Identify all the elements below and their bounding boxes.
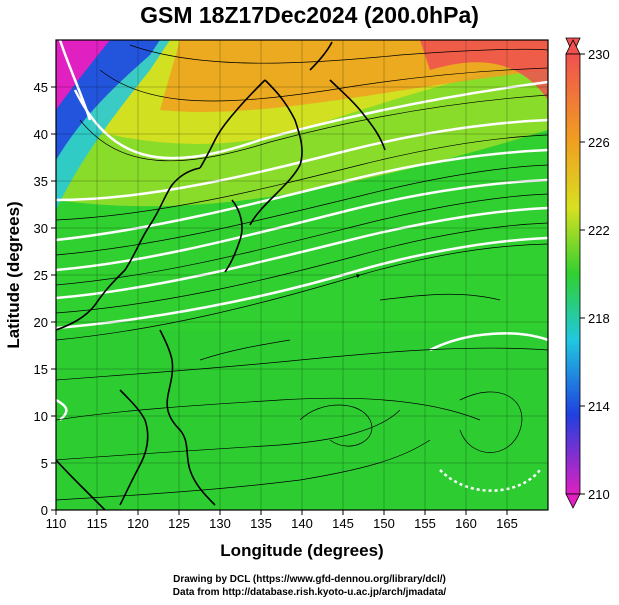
y-tick-label: 40 <box>34 127 48 142</box>
y-axis: 0 5 10 15 20 25 30 35 40 45 <box>34 80 56 518</box>
y-tick-label: 15 <box>34 362 48 377</box>
x-tick-label: 135 <box>250 516 272 531</box>
x-tick-label: 140 <box>291 516 313 531</box>
colorbar: 230 226 222 218 214 210 <box>565 37 610 509</box>
colorbar-tick-label: 210 <box>588 487 610 502</box>
coastlines <box>56 41 386 510</box>
colorbar-bottom-triangle <box>565 493 581 509</box>
y-tick-label: 10 <box>34 409 48 424</box>
plot-area <box>56 40 548 510</box>
y-tick-label: 25 <box>34 268 48 283</box>
y-tick-label: 30 <box>34 221 48 236</box>
map-grid <box>56 40 548 510</box>
y-tick-label: 20 <box>34 315 48 330</box>
y-tick-label: 5 <box>41 456 48 471</box>
chart-title: GSM 18Z17Dec2024 (200.0hPa) <box>140 2 479 28</box>
credit-data: Data from http://database.rish.kyoto-u.a… <box>172 587 447 598</box>
colorbar-tick-label: 230 <box>588 47 610 62</box>
x-axis: 110 115 120 125 130 135 140 145 150 155 160 165 <box>46 510 518 531</box>
x-tick-label: 145 <box>332 516 354 531</box>
x-tick-label: 155 <box>414 516 436 531</box>
y-tick-label: 0 <box>41 503 48 518</box>
x-axis-label: Longitude (degrees) <box>220 541 383 560</box>
x-tick-label: 120 <box>127 516 149 531</box>
y-axis-label: Latitude (degrees) <box>4 201 23 348</box>
colorbar-tick-label: 222 <box>588 223 610 238</box>
colorbar-tick-label: 218 <box>588 311 610 326</box>
x-tick-label: 165 <box>496 516 518 531</box>
y-tick-label: 35 <box>34 174 48 189</box>
y-tick-label: 45 <box>34 80 48 95</box>
x-tick-label: 115 <box>87 516 108 531</box>
x-tick-label: 130 <box>209 516 231 531</box>
heatmap-red-region <box>420 40 548 100</box>
credit-drawing: Drawing by DCL (https://www.gfd-dennou.o… <box>173 574 446 585</box>
x-tick-label: 160 <box>455 516 477 531</box>
colorbar-gradient <box>565 53 581 495</box>
x-tick-label: 150 <box>373 516 395 531</box>
colorbar-tick-label: 214 <box>588 399 610 414</box>
colorbar-tick-label: 226 <box>588 135 610 150</box>
x-tick-label: 110 <box>46 516 67 531</box>
x-tick-label: 125 <box>168 516 190 531</box>
heatmap-cold-magenta-region <box>56 40 110 110</box>
